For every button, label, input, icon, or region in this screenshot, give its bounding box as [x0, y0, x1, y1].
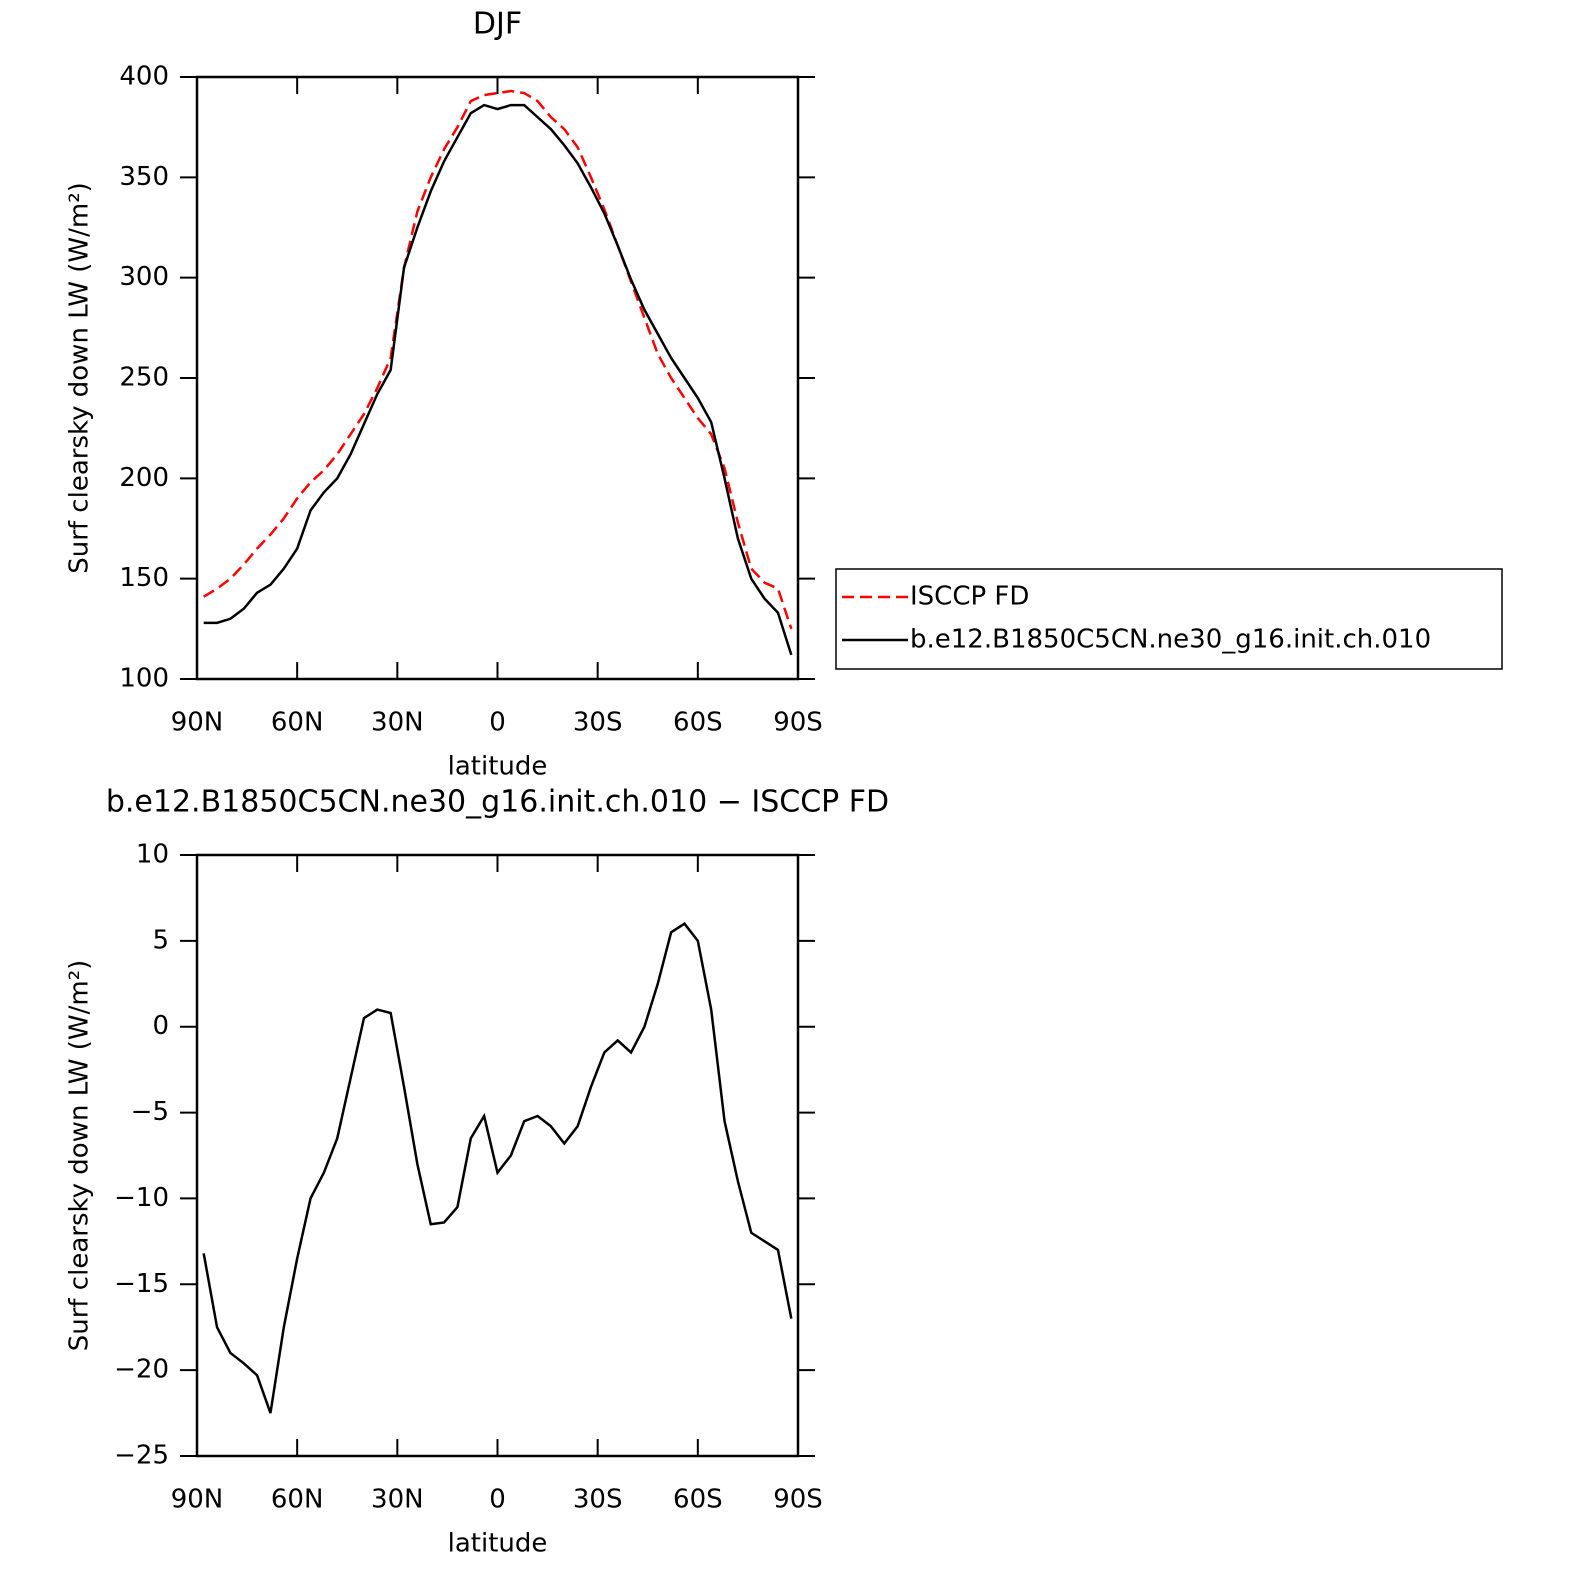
- y-axis-label: Surf clearsky down LW (W/m²): [65, 182, 95, 574]
- y-tick-label: −10: [114, 1183, 169, 1213]
- chart-title: DJF: [473, 7, 522, 42]
- legend-label: ISCCP FD: [910, 582, 1029, 612]
- x-tick-label: 30S: [573, 1485, 623, 1515]
- x-tick-label: 30S: [573, 708, 623, 738]
- y-tick-label: −25: [114, 1441, 169, 1471]
- y-tick-label: −5: [131, 1097, 169, 1127]
- legend-box: [835, 568, 1503, 670]
- x-tick-label: 90N: [171, 708, 224, 738]
- data-line: [203, 103, 793, 656]
- y-tick-label: 200: [119, 463, 169, 493]
- data-line: [203, 89, 793, 630]
- y-tick-label: 10: [136, 840, 169, 870]
- plot-frame: [195, 75, 800, 681]
- y-tick-label: 0: [152, 1011, 169, 1041]
- data-line: [202, 922, 793, 1414]
- plot-frame: [195, 853, 800, 1458]
- x-tick-label: 60N: [271, 1485, 324, 1515]
- x-tick-label: 0: [489, 1485, 506, 1515]
- x-tick-label: 90S: [773, 1485, 823, 1515]
- chart-title: b.e12.B1850C5CN.ne30_g16.init.ch.010 − I…: [106, 785, 889, 820]
- legend-label: b.e12.B1850C5CN.ne30_g16.init.ch.010: [910, 625, 1431, 655]
- y-tick-label: −15: [114, 1269, 169, 1299]
- x-tick-label: 30N: [371, 1485, 424, 1515]
- y-tick-label: 250: [119, 363, 169, 393]
- y-axis-label: Surf clearsky down LW (W/m²): [65, 960, 95, 1352]
- x-tick-label: 0: [489, 708, 506, 738]
- y-tick-label: 350: [119, 162, 169, 192]
- x-tick-label: 30N: [371, 708, 424, 738]
- x-tick-label: 60S: [673, 708, 723, 738]
- x-axis-label: latitude: [448, 1529, 548, 1559]
- x-tick-label: 90S: [773, 708, 823, 738]
- y-tick-label: 150: [119, 563, 169, 593]
- y-tick-label: 400: [119, 62, 169, 92]
- x-tick-label: 60N: [271, 708, 324, 738]
- y-tick-label: 5: [152, 925, 169, 955]
- x-tick-label: 60S: [673, 1485, 723, 1515]
- y-tick-label: 300: [119, 262, 169, 292]
- y-tick-label: 100: [119, 664, 169, 694]
- x-axis-label: latitude: [448, 752, 548, 782]
- y-tick-label: −20: [114, 1355, 169, 1385]
- x-tick-label: 90N: [171, 1485, 224, 1515]
